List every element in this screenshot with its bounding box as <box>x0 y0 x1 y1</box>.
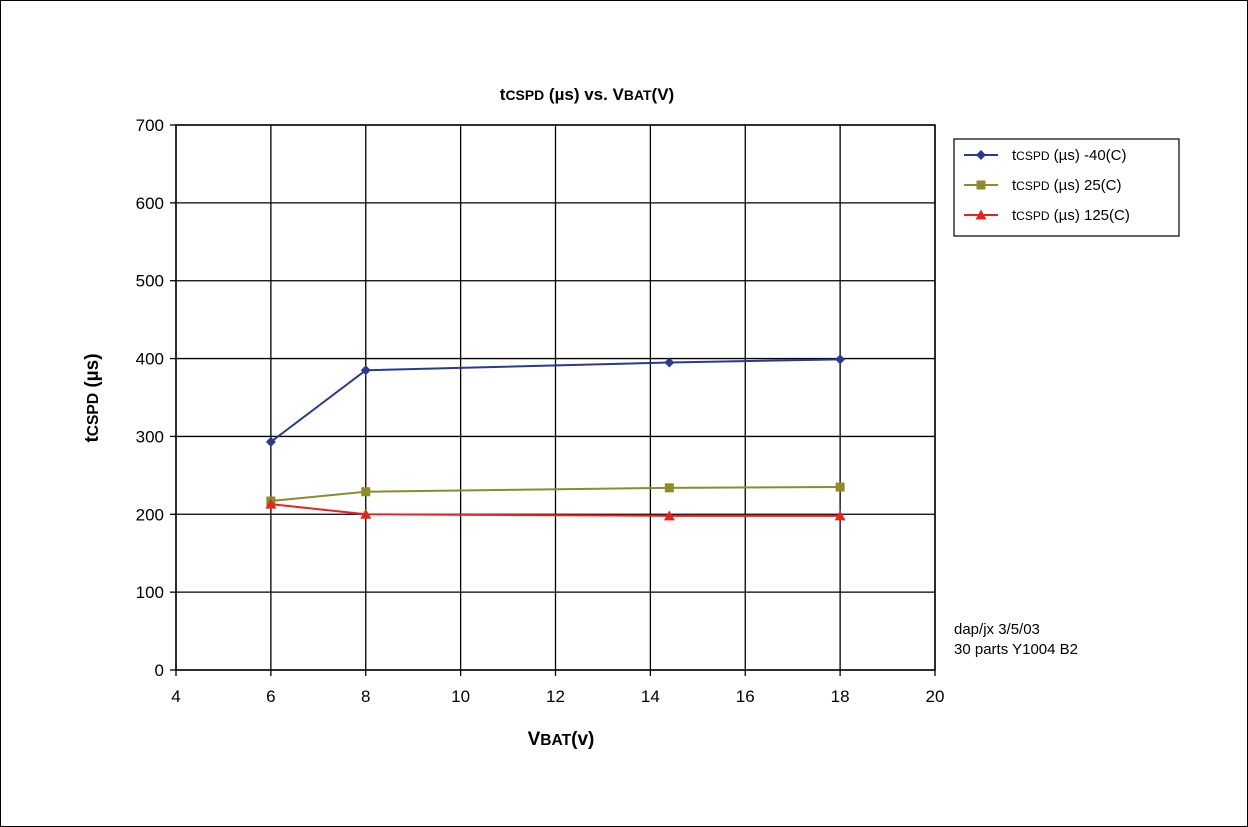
y-tick-label: 500 <box>136 272 164 291</box>
legend-marker <box>976 150 986 160</box>
x-tick-label: 12 <box>546 687 565 706</box>
legend-label: tCSPD (µs) -40(C) <box>1012 147 1127 164</box>
chart-title: tCSPD (µs) vs. VBAT(V) <box>500 85 674 104</box>
x-tick-label: 6 <box>266 687 275 706</box>
y-tick-label: 200 <box>136 505 164 524</box>
y-axis-title-part: t <box>82 436 103 443</box>
x-axis-title: VBAT(v) <box>528 729 595 750</box>
legend-label-part: (µs) 125(C) <box>1050 207 1130 224</box>
series-line <box>270 486 841 503</box>
series-line <box>270 503 841 517</box>
legend-label-part: t <box>1012 147 1017 164</box>
data-point <box>360 365 371 376</box>
chart-title-part: (µs) vs. V <box>544 85 624 104</box>
y-axis-title: tCSPD (µs) <box>82 353 103 442</box>
y-axis-title-small: CSPD <box>85 393 102 436</box>
y-tick-label: 600 <box>136 194 164 213</box>
y-tick-label: 400 <box>136 350 164 369</box>
annotation-text: 30 parts Y1004 B2 <box>954 641 1078 658</box>
x-axis-title-part: (v) <box>571 729 594 750</box>
legend-label-part: t <box>1012 207 1017 224</box>
data-point <box>361 487 371 497</box>
data-point <box>664 357 675 368</box>
x-tick-label: 18 <box>831 687 850 706</box>
legend-label: tCSPD (µs) 25(C) <box>1012 177 1122 194</box>
data-point <box>835 482 845 492</box>
legend-marker <box>975 209 987 220</box>
legend-label: tCSPD (µs) 125(C) <box>1012 207 1130 224</box>
series-line <box>270 358 841 443</box>
chart-title-small: CSPD <box>505 87 544 103</box>
data-point <box>265 498 277 509</box>
y-tick-label: 700 <box>136 116 164 135</box>
y-axis-title-part: (µs) <box>82 353 103 392</box>
y-tick-label: 0 <box>155 661 164 680</box>
x-tick-label: 16 <box>736 687 755 706</box>
data-point <box>360 508 372 519</box>
y-tick-label: 100 <box>136 583 164 602</box>
plot-border <box>175 124 936 671</box>
x-axis-title-part: V <box>528 729 541 750</box>
x-tick-label: 4 <box>171 687 180 706</box>
y-tick-label: 300 <box>136 427 164 446</box>
chart-title-small: BAT <box>624 87 652 103</box>
legend-label-part: t <box>1012 177 1017 194</box>
x-tick-label: 8 <box>361 687 370 706</box>
legend-label-part: (µs) -40(C) <box>1050 147 1127 164</box>
data-point <box>834 510 846 521</box>
legend-label-part: (µs) 25(C) <box>1050 177 1122 194</box>
legend-label-small: CSPD <box>1016 179 1050 193</box>
legend-marker <box>976 180 986 190</box>
chart-title-part: (V) <box>652 85 675 104</box>
x-tick-label: 20 <box>926 687 945 706</box>
chart-title-part: t <box>500 85 506 104</box>
legend-label-small: CSPD <box>1016 149 1050 163</box>
data-point <box>265 436 276 447</box>
x-axis-title-small: BAT <box>540 732 571 749</box>
annotation-text: dap/jx 3/5/03 <box>954 621 1040 638</box>
data-point <box>663 510 675 521</box>
data-point <box>835 354 846 365</box>
data-point <box>664 483 674 493</box>
x-tick-label: 14 <box>641 687 660 706</box>
x-tick-label: 10 <box>451 687 470 706</box>
legend-label-small: CSPD <box>1016 209 1050 223</box>
